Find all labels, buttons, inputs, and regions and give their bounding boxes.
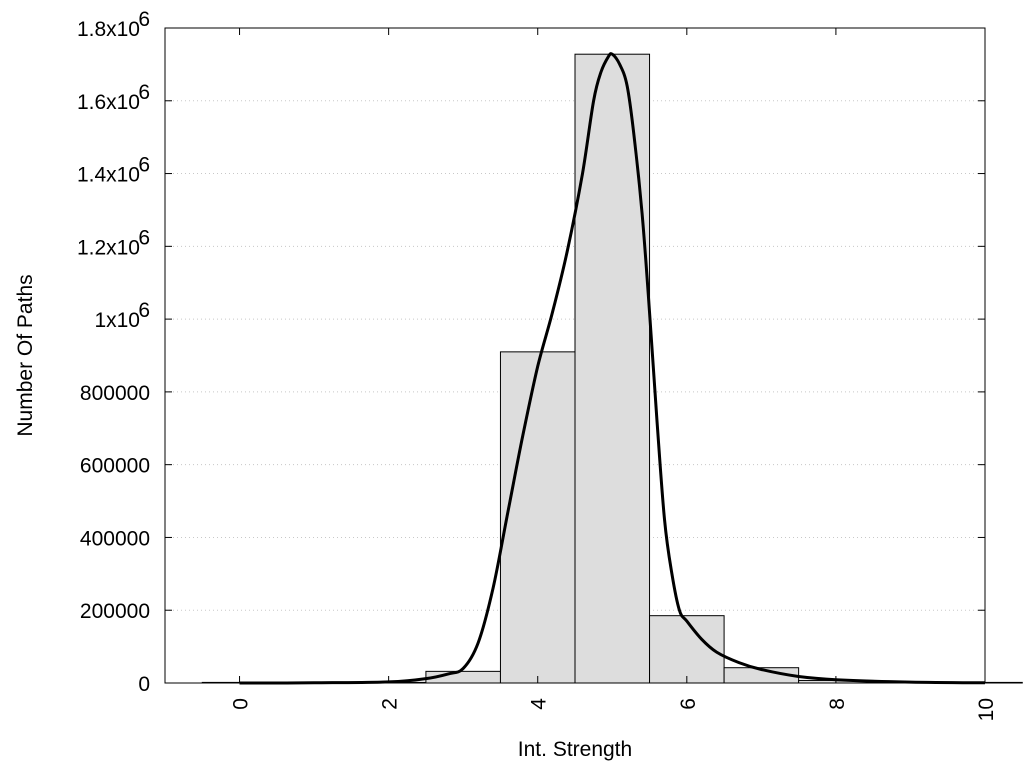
y-tick-exponent: 6	[138, 226, 150, 249]
plot-frame	[164, 27, 986, 684]
x-tick-label: 8	[826, 698, 849, 710]
y-tick-label: 1.2x10	[77, 236, 140, 259]
histogram-bar	[499, 351, 576, 684]
x-tick-label: 2	[379, 698, 402, 710]
y-tick-exponent: 6	[138, 8, 150, 31]
y-tick-exponent: 6	[138, 81, 150, 104]
y-tick-exponent: 6	[138, 154, 150, 177]
tick-labels: 02000004000006000008000001x1061.2x1061.4…	[77, 8, 998, 721]
x-axis-label: Int. Strength	[518, 738, 632, 761]
y-tick-label: 1x10	[94, 309, 140, 332]
y-axis-label: Number Of Paths	[14, 274, 37, 436]
x-tick-label: 6	[677, 698, 700, 710]
y-tick-label: 800000	[80, 382, 150, 405]
x-tick-label: 10	[975, 698, 998, 721]
y-tick-exponent: 6	[138, 299, 150, 322]
histogram-bars	[201, 53, 1023, 684]
y-tick-label: 0	[138, 673, 150, 696]
y-tick-label: 1.6x10	[77, 91, 140, 114]
y-tick-label: 600000	[80, 455, 150, 478]
y-tick-label: 400000	[80, 527, 150, 550]
y-tick-label: 1.4x10	[77, 164, 140, 187]
fit-curve	[239, 52, 986, 685]
y-tick-label: 200000	[80, 600, 150, 623]
grid-lines	[165, 100, 985, 611]
x-tick-label: 0	[230, 698, 253, 710]
y-tick-label: 1.8x10	[77, 18, 140, 41]
x-tick-label: 4	[528, 698, 551, 710]
